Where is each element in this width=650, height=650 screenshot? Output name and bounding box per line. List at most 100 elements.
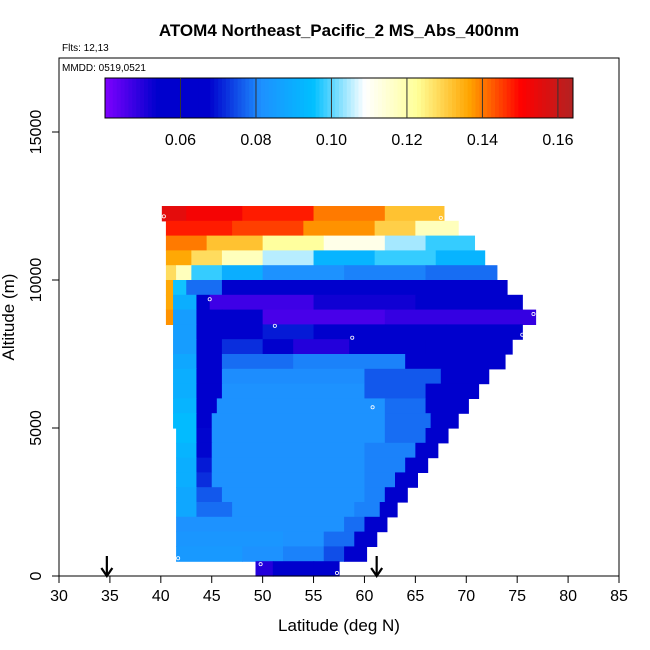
heatmap-cell xyxy=(415,294,523,311)
y-axis-label: Altitude (m) xyxy=(0,274,18,361)
heatmap-cell xyxy=(415,220,459,237)
x-axis-label: Latitude (deg N) xyxy=(278,616,400,635)
colorbar-swatch xyxy=(510,78,515,118)
colorbar-swatch xyxy=(315,78,320,118)
heatmap-cell xyxy=(196,383,223,399)
heatmap-cell xyxy=(196,309,223,325)
colorbar-swatch xyxy=(311,78,317,118)
y-axis: 0 5000 10000 15000 xyxy=(28,110,60,580)
colorbar-swatch xyxy=(268,78,274,118)
heatmap-cell xyxy=(196,457,213,473)
colorbar-swatch xyxy=(553,78,558,118)
colorbar-swatch xyxy=(296,78,301,118)
heatmap-cell xyxy=(221,265,264,281)
heatmap-cell xyxy=(364,516,388,533)
heatmap-cell xyxy=(173,324,198,340)
colorbar-swatch xyxy=(526,78,531,118)
colorbar-swatch xyxy=(198,78,203,118)
colorbar-tick-label: 0.10 xyxy=(316,132,347,149)
heatmap-cell xyxy=(262,235,325,251)
heatmap-cell xyxy=(196,442,213,459)
colorbar-swatch xyxy=(346,78,352,118)
colorbar-swatch xyxy=(530,78,535,118)
heatmap-cell xyxy=(173,309,198,325)
heatmap-cell xyxy=(415,442,439,459)
heatmap-cell xyxy=(384,206,445,222)
sample-marker xyxy=(350,335,355,340)
colorbar-tick-label: 0.12 xyxy=(391,132,422,149)
colorbar-swatch xyxy=(136,78,141,118)
heatmap-cell xyxy=(232,502,355,518)
colorbar-swatch xyxy=(362,78,367,118)
colorbar-swatch xyxy=(179,78,184,118)
colorbar-swatch xyxy=(241,78,246,118)
heatmap-cell xyxy=(173,368,198,385)
heatmap-cell xyxy=(165,280,174,296)
colorbar-swatch xyxy=(381,78,387,118)
colorbar-swatch xyxy=(374,78,379,118)
colorbar-swatch xyxy=(537,78,543,118)
heatmap-cell xyxy=(395,472,418,488)
heatmap-cell xyxy=(176,442,198,459)
colorbar-swatch xyxy=(444,78,449,118)
heatmap-cell xyxy=(283,516,345,533)
heatmap-cell xyxy=(176,457,198,473)
heatmap-cell xyxy=(313,294,416,311)
x-tick-label: 65 xyxy=(406,588,424,605)
heatmap-cell xyxy=(374,250,437,266)
colorbar-swatch xyxy=(413,78,418,118)
colorbar-swatch xyxy=(393,78,398,118)
dates-label: MMDD: 0519,0521 xyxy=(62,63,146,74)
x-axis: 30 35 40 45 50 55 60 65 70 75 80 85 xyxy=(50,575,628,605)
colorbar-swatch xyxy=(210,78,215,118)
colorbar-swatch xyxy=(151,78,157,118)
heatmap-cell xyxy=(211,472,366,488)
heatmap-cell xyxy=(425,428,449,444)
heatmap-cell xyxy=(176,428,198,444)
heatmap-cells xyxy=(161,206,537,577)
colorbar-swatch xyxy=(218,78,223,118)
heatmap-cell xyxy=(221,339,264,355)
heatmap-cell xyxy=(221,487,366,503)
heatmap-cell xyxy=(384,324,447,340)
heatmap-cell xyxy=(313,250,376,266)
heatmap-cell xyxy=(221,250,264,266)
heatmap-cell xyxy=(379,502,398,518)
y-tick-label: 0 xyxy=(28,571,45,580)
colorbar-swatch xyxy=(401,78,406,118)
heatmap-cell xyxy=(173,354,198,370)
colorbar-swatch xyxy=(350,78,356,118)
colorbar-frame xyxy=(104,77,574,119)
y-tick-label: 5000 xyxy=(28,410,45,446)
heatmap-cell xyxy=(165,309,174,325)
colorbar-swatch xyxy=(331,78,336,118)
heatmap-cell xyxy=(405,354,506,370)
colorbar-tick-label: 0.08 xyxy=(240,132,271,149)
colorbar-swatch xyxy=(307,78,313,118)
sample-marker xyxy=(207,297,212,302)
colorbar-swatch xyxy=(479,78,484,118)
heatmap-cell xyxy=(262,324,315,340)
heatmap-cell xyxy=(165,235,208,251)
colorbar-swatch xyxy=(116,78,122,118)
heatmap-cell xyxy=(425,339,513,355)
colorbar-swatch xyxy=(389,78,395,118)
colorbar-swatch xyxy=(276,78,281,118)
x-tick-label: 50 xyxy=(254,588,272,605)
heatmap-cell xyxy=(354,531,378,547)
heatmap-cell xyxy=(425,235,476,251)
colorbar-swatch xyxy=(300,78,305,118)
colorbar-swatch xyxy=(417,78,422,118)
heatmap-cell xyxy=(435,250,486,266)
heatmap-cell xyxy=(165,250,192,266)
heatmap-cell xyxy=(384,413,432,429)
heatmap-cell xyxy=(216,398,386,414)
x-tick-label: 70 xyxy=(457,588,475,605)
colorbar-swatch xyxy=(190,78,196,118)
heatmap-cell xyxy=(173,398,198,414)
heatmap-cell xyxy=(176,502,198,518)
colorbar-swatch xyxy=(522,78,527,118)
heatmap-cell xyxy=(221,280,284,296)
colorbar-swatch xyxy=(183,78,188,118)
sample-marker xyxy=(161,214,166,219)
